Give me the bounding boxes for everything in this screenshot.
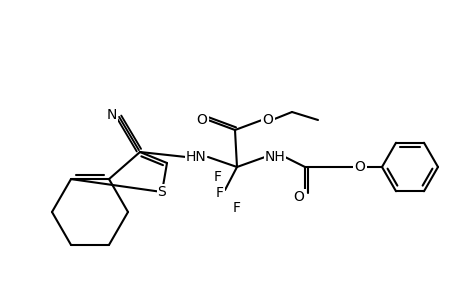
- Text: O: O: [196, 113, 207, 127]
- Text: F: F: [216, 186, 224, 200]
- Text: F: F: [213, 170, 222, 184]
- Text: O: O: [354, 160, 364, 174]
- Text: HN: HN: [185, 150, 206, 164]
- Text: S: S: [157, 185, 166, 199]
- Text: O: O: [262, 113, 273, 127]
- Text: NH: NH: [264, 150, 285, 164]
- Text: N: N: [106, 108, 117, 122]
- Text: O: O: [293, 190, 304, 204]
- Text: F: F: [233, 201, 241, 215]
